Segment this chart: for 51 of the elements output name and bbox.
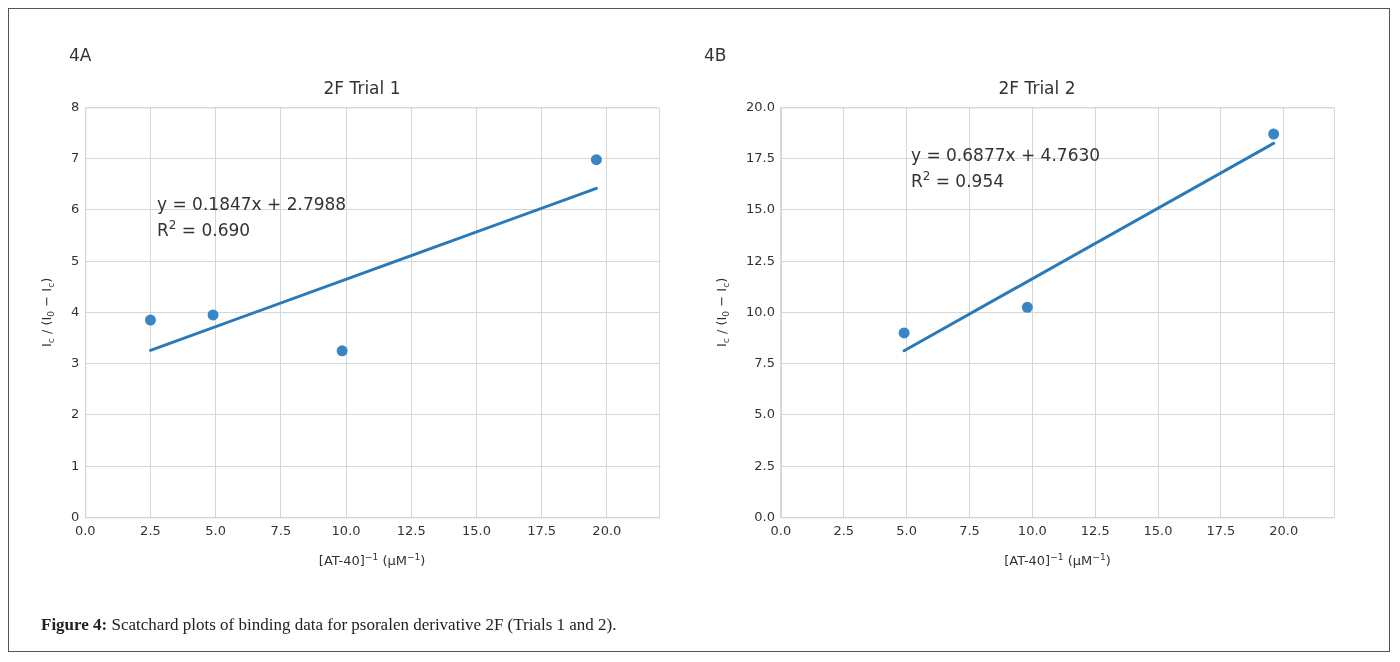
x-tick-label: 15.0 [1143, 522, 1173, 538]
point [1268, 128, 1280, 140]
x-tick-label: 20.0 [1269, 522, 1299, 538]
y-tick-label: 12.5 [745, 252, 775, 268]
y-tick-label: 6 [70, 201, 80, 217]
x-tick-label: 17.5 [1206, 522, 1236, 538]
y-tick-label: 20.0 [745, 98, 775, 114]
y-tick-label: 2.5 [754, 457, 775, 473]
point [144, 314, 156, 326]
text: 4A [68, 45, 93, 67]
y-tick-label: 0.0 [754, 508, 775, 524]
x-tick-label: 0.0 [770, 522, 792, 538]
x-tick-label: 10.0 [1017, 522, 1047, 538]
point [1021, 301, 1033, 313]
y-tick-label: 1 [70, 457, 80, 473]
y-tick-label: 7.5 [754, 355, 775, 371]
y-tick-label: 7 [70, 150, 80, 166]
y-tick-label: 8 [70, 98, 80, 114]
x-tick-label: 12.5 [396, 522, 426, 538]
point [898, 327, 910, 339]
y-tick-label: 5.0 [754, 406, 775, 422]
chart-title: 2F Trial 1 [323, 77, 401, 98]
y-tick-label: 2 [70, 406, 80, 422]
annotation: y = 0.6877x + 4.7630 [910, 144, 1101, 165]
annotation: y = 0.1847x + 2.7988 [156, 193, 347, 214]
x-tick-label: 5.0 [896, 522, 917, 538]
y-axis-title: Ic / (I0 − Ic) [39, 277, 57, 348]
x-tick-label: 15.0 [461, 522, 491, 538]
y-tick-label: 0 [70, 508, 80, 524]
text: 4B [704, 45, 728, 67]
x-tick-label: 5.0 [205, 522, 227, 538]
x-tick-label: 12.5 [1080, 522, 1110, 538]
caption: Figure 4: Scatchard plots of binding data for psoralen derivative 2F (Trials 1 and 2). [41, 615, 617, 634]
point [207, 309, 219, 321]
y-tick-label: 4 [70, 303, 80, 319]
x-tick-label: 7.5 [270, 522, 292, 538]
x-tick-label: 20.0 [592, 522, 622, 538]
x-tick-label: 7.5 [959, 522, 980, 538]
point [590, 154, 602, 166]
y-tick-label: 5 [70, 252, 80, 268]
x-tick-label: 2.5 [140, 522, 161, 538]
point [336, 345, 348, 357]
y-tick-label: 15.0 [745, 201, 775, 217]
x-tick-label: 10.0 [331, 522, 361, 538]
chart-title: 2F Trial 2 [998, 77, 1076, 98]
y-tick-label: 10.0 [745, 303, 775, 319]
x-tick-label: 2.5 [833, 522, 855, 538]
x-tick-label: 17.5 [527, 522, 557, 538]
y-axis-title: Ic / (I0 − Ic) [714, 277, 732, 348]
y-tick-label: 3 [70, 355, 80, 371]
y-tick-label: 17.5 [745, 150, 775, 166]
